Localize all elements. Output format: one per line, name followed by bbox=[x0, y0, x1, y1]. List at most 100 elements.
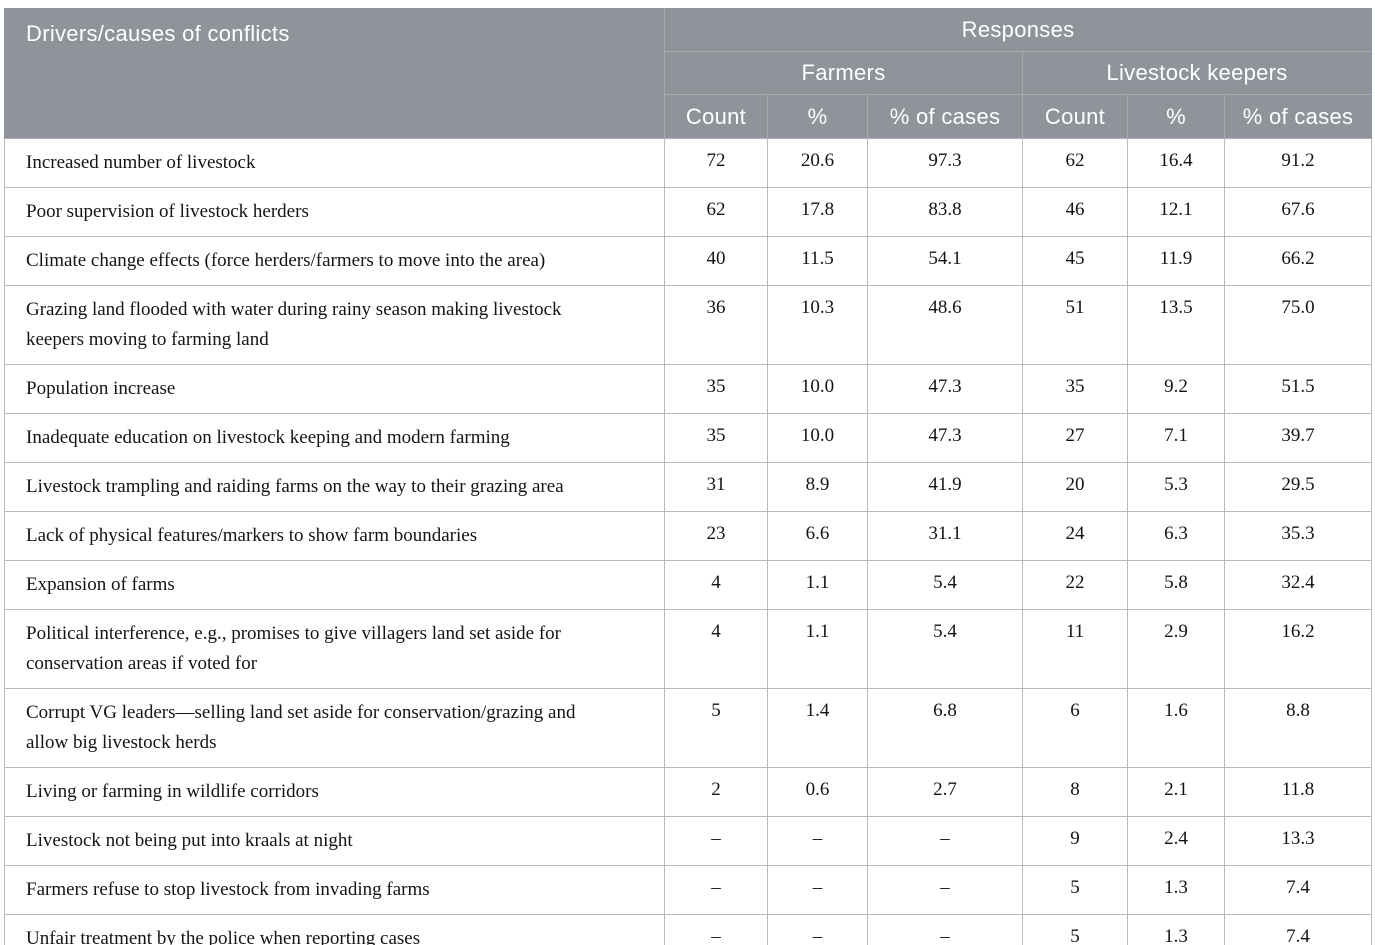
cell-value: 4 bbox=[664, 609, 768, 689]
subheader-keepers-percent: % bbox=[1127, 94, 1225, 139]
row-label: Unfair treatment by the police when repo… bbox=[4, 914, 665, 945]
cell-value: 6.8 bbox=[867, 688, 1023, 768]
cell-value: 11.9 bbox=[1127, 236, 1225, 286]
row-label: Living or farming in wildlife corridors bbox=[4, 767, 665, 817]
table-row: Livestock not being put into kraals at n… bbox=[4, 816, 1373, 866]
cell-value: 13.3 bbox=[1223, 816, 1373, 866]
column-header-responses: Responses bbox=[663, 8, 1373, 52]
cell-value: 6 bbox=[1022, 688, 1128, 768]
cell-value: 8.9 bbox=[767, 462, 868, 512]
cell-value: 66.2 bbox=[1223, 236, 1373, 286]
cell-value: 41.9 bbox=[867, 462, 1023, 512]
cell-value: 36 bbox=[664, 285, 768, 365]
cell-value: 29.5 bbox=[1223, 462, 1373, 512]
table-row: Grazing land flooded with water during r… bbox=[4, 285, 1373, 365]
subheader-farmers-count: Count bbox=[664, 94, 768, 139]
header-row-groups: Farmers Livestock keepers bbox=[5, 51, 1373, 95]
cell-value: 5.8 bbox=[1127, 560, 1225, 610]
cell-value: 2.9 bbox=[1127, 609, 1225, 689]
cell-value: 6.3 bbox=[1127, 511, 1225, 561]
cell-value: 20 bbox=[1022, 462, 1128, 512]
cell-value: 1.3 bbox=[1127, 914, 1225, 945]
row-label: Farmers refuse to stop livestock from in… bbox=[4, 865, 665, 915]
row-label: Population increase bbox=[4, 364, 665, 414]
table-row: Living or farming in wildlife corridors 2… bbox=[4, 767, 1373, 817]
cell-value: 17.8 bbox=[767, 187, 868, 237]
subheader-farmers-percent: % bbox=[767, 94, 868, 139]
cell-value: 35 bbox=[1022, 364, 1128, 414]
row-label: Lack of physical features/markers to sho… bbox=[4, 511, 665, 561]
group-header-livestock-keepers: Livestock keepers bbox=[1021, 51, 1373, 95]
cell-value: 5.4 bbox=[867, 609, 1023, 689]
cell-value: 5 bbox=[664, 688, 768, 768]
cell-value: 10.3 bbox=[767, 285, 868, 365]
cell-value: 39.7 bbox=[1223, 413, 1373, 463]
cell-value: 13.5 bbox=[1127, 285, 1225, 365]
cell-value: – bbox=[867, 914, 1023, 945]
cell-value: 51.5 bbox=[1223, 364, 1373, 414]
cell-value: 16.4 bbox=[1127, 138, 1225, 188]
cell-value: 1.1 bbox=[767, 560, 868, 610]
cell-value: 97.3 bbox=[867, 138, 1023, 188]
cell-value: – bbox=[767, 914, 868, 945]
cell-value: 10.0 bbox=[767, 364, 868, 414]
cell-value: 1.6 bbox=[1127, 688, 1225, 768]
cell-value: 48.6 bbox=[867, 285, 1023, 365]
cell-value: 2.1 bbox=[1127, 767, 1225, 817]
cell-value: 72 bbox=[664, 138, 768, 188]
cell-value: 5 bbox=[1022, 865, 1128, 915]
cell-value: 1.4 bbox=[767, 688, 868, 768]
subheader-keepers-count: Count bbox=[1022, 94, 1128, 139]
cell-value: 35 bbox=[664, 364, 768, 414]
cell-value: 32.4 bbox=[1223, 560, 1373, 610]
cell-value: 9.2 bbox=[1127, 364, 1225, 414]
row-label: Poor supervision of livestock herders bbox=[4, 187, 665, 237]
cell-value: – bbox=[867, 865, 1023, 915]
cell-value: 20.6 bbox=[767, 138, 868, 188]
table-row: Increased number of livestock 72 20.6 97.3 6… bbox=[4, 138, 1373, 188]
table-row: Inadequate education on livestock keepin… bbox=[4, 413, 1373, 463]
cell-value: 0.6 bbox=[767, 767, 868, 817]
row-label: Livestock trampling and raiding farms on… bbox=[4, 462, 665, 512]
cell-value: 31 bbox=[664, 462, 768, 512]
cell-value: 9 bbox=[1022, 816, 1128, 866]
column-header-drivers-causes: Drivers/causes of conflicts bbox=[4, 8, 665, 139]
row-label: Political interference, e.g., promises t… bbox=[4, 609, 665, 689]
header-row-subcolumns: Count % % of cases Count % % of cases bbox=[5, 94, 1373, 139]
cell-value: 6.6 bbox=[767, 511, 868, 561]
cell-value: 31.1 bbox=[867, 511, 1023, 561]
cell-value: 46 bbox=[1022, 187, 1128, 237]
table-row: Political interference, e.g., promises t… bbox=[4, 609, 1373, 689]
cell-value: 11.5 bbox=[767, 236, 868, 286]
cell-value: 1.1 bbox=[767, 609, 868, 689]
cell-value: 8 bbox=[1022, 767, 1128, 817]
cell-value: 35 bbox=[664, 413, 768, 463]
cell-value: – bbox=[767, 816, 868, 866]
cell-value: 27 bbox=[1022, 413, 1128, 463]
cell-value: 62 bbox=[664, 187, 768, 237]
cell-value: – bbox=[664, 865, 768, 915]
cell-value: 47.3 bbox=[867, 413, 1023, 463]
cell-value: 54.1 bbox=[867, 236, 1023, 286]
cell-value: 22 bbox=[1022, 560, 1128, 610]
cell-value: – bbox=[664, 914, 768, 945]
cell-value: 5.4 bbox=[867, 560, 1023, 610]
table-body: Increased number of livestock 72 20.6 97.3 6… bbox=[4, 138, 1373, 945]
row-label: Inadequate education on livestock keepin… bbox=[4, 413, 665, 463]
cell-value: 45 bbox=[1022, 236, 1128, 286]
cell-value: 7.1 bbox=[1127, 413, 1225, 463]
cell-value: – bbox=[767, 865, 868, 915]
cell-value: 24 bbox=[1022, 511, 1128, 561]
row-label: Climate change effects (force herders/fa… bbox=[4, 236, 665, 286]
cell-value: 47.3 bbox=[867, 364, 1023, 414]
cell-value: 1.3 bbox=[1127, 865, 1225, 915]
table-row: Farmers refuse to stop livestock from in… bbox=[4, 865, 1373, 915]
cell-value: 2 bbox=[664, 767, 768, 817]
cell-value: 8.8 bbox=[1223, 688, 1373, 768]
cell-value: 7.4 bbox=[1223, 914, 1373, 945]
table-header: Drivers/causes of conflicts Responses Fa… bbox=[4, 8, 1373, 139]
conflict-drivers-table: Drivers/causes of conflicts Responses Fa… bbox=[4, 8, 1373, 945]
cell-value: 51 bbox=[1022, 285, 1128, 365]
cell-value: 2.7 bbox=[867, 767, 1023, 817]
